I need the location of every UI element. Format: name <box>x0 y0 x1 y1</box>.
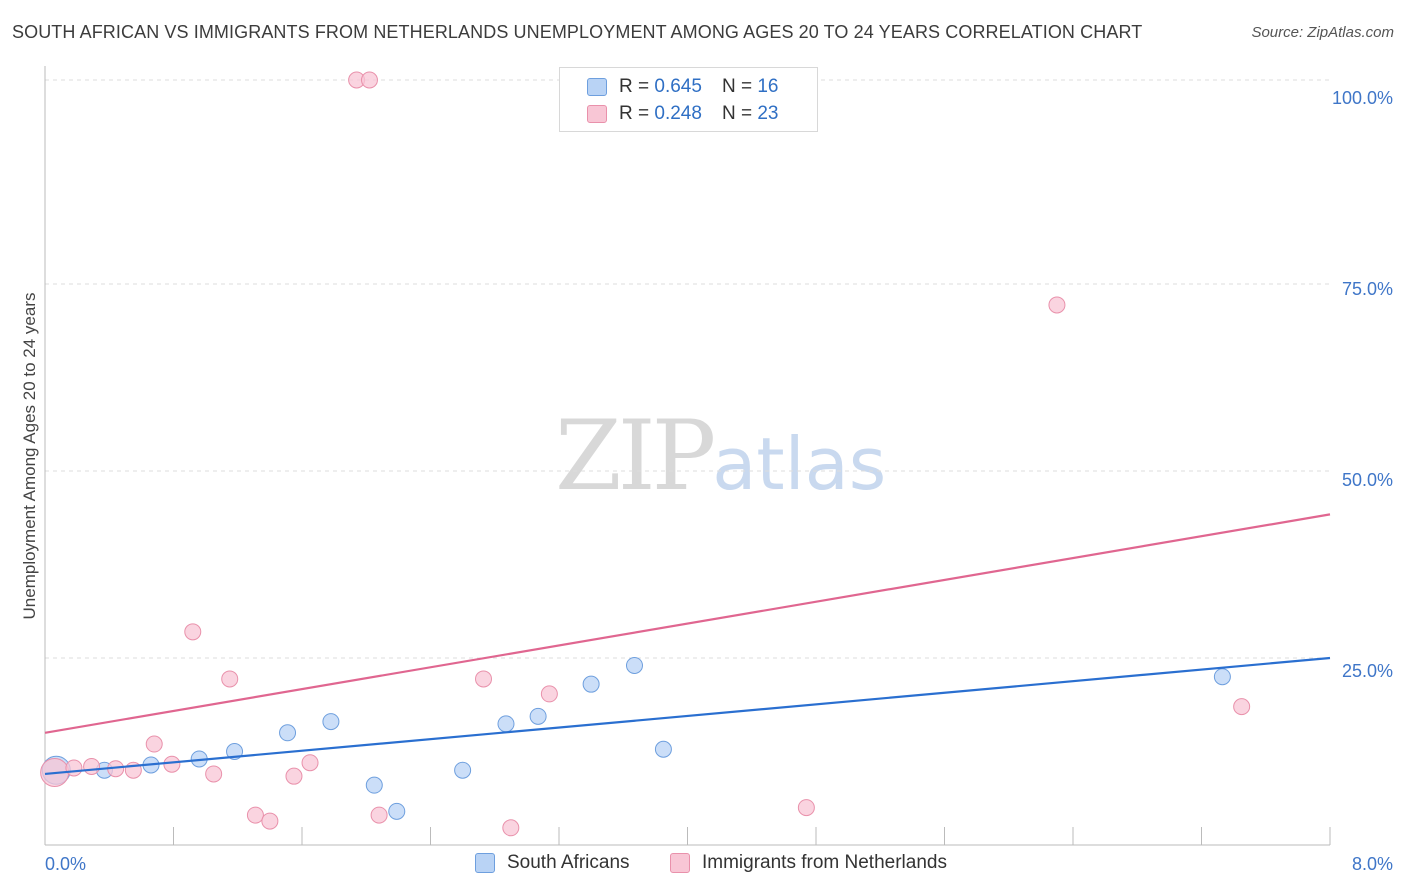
y-axis-label: Unemployment Among Ages 20 to 24 years <box>20 292 39 620</box>
netherlands-point <box>205 765 223 783</box>
south-african-point <box>497 715 515 733</box>
south-african-point <box>388 802 406 820</box>
legend-label: South Africans <box>507 852 630 873</box>
legend-swatch-blue <box>475 853 495 873</box>
south-african-point <box>1213 668 1231 686</box>
x-tick-label: 0.0% <box>45 854 86 874</box>
y-tick-label: 75.0% <box>1342 279 1393 299</box>
legend-n-value: 23 <box>757 103 779 124</box>
legend-item-south-africans: South Africans <box>475 852 630 874</box>
netherlands-point <box>261 812 279 830</box>
netherlands-point <box>370 806 388 824</box>
y-tick-label: 100.0% <box>1332 88 1393 108</box>
netherlands-point <box>285 767 303 785</box>
netherlands-point <box>475 670 493 688</box>
netherlands-point <box>797 799 815 817</box>
netherlands-point <box>145 735 163 753</box>
correlation-legend: R = 0.645 N = 16 R = 0.248 N = 23 <box>559 67 818 132</box>
netherlands-point <box>184 623 202 641</box>
netherlands-point <box>540 685 558 703</box>
netherlands-point <box>1233 698 1251 716</box>
legend-n-label: N = <box>721 103 753 124</box>
south-african-point <box>365 776 383 794</box>
legend-n-value: 16 <box>757 76 779 97</box>
legend-row-south-africans: R = 0.645 N = 16 <box>587 75 778 99</box>
watermark-zip: ZIP <box>555 400 716 512</box>
chart-title: SOUTH AFRICAN VS IMMIGRANTS FROM NETHERL… <box>12 22 1143 42</box>
south-african-point <box>582 675 600 693</box>
legend-r-label: R = <box>619 103 650 124</box>
legend-item-netherlands: Immigrants from Netherlands <box>670 852 947 874</box>
south-african-point <box>279 724 297 742</box>
y-tick-label: 25.0% <box>1342 661 1393 681</box>
netherlands-point <box>65 759 83 777</box>
netherlands-point <box>301 754 319 772</box>
legend-r-label: R = <box>619 76 650 97</box>
series-legend: South Africans Immigrants from Netherlan… <box>0 852 1406 878</box>
netherlands-point <box>1048 296 1066 314</box>
netherlands-point <box>360 71 378 89</box>
legend-swatch-blue <box>587 78 607 96</box>
legend-swatch-pink <box>587 105 607 123</box>
x-tick-label: 8.0% <box>1352 854 1393 874</box>
south-african-point <box>454 761 472 779</box>
netherlands-trend-line <box>44 513 1331 734</box>
south-african-point <box>322 713 340 731</box>
netherlands-point <box>83 757 101 775</box>
netherlands-point <box>502 819 520 837</box>
legend-row-netherlands: R = 0.248 N = 23 <box>587 102 778 126</box>
south-african-point <box>654 740 672 758</box>
legend-swatch-pink <box>670 853 690 873</box>
legend-r-value: 0.645 <box>654 76 702 97</box>
watermark: ZIPatlas <box>555 400 886 512</box>
south-african-point <box>529 707 547 725</box>
legend-n-label: N = <box>721 76 753 97</box>
watermark-atlas: atlas <box>712 422 887 506</box>
netherlands-point <box>221 670 239 688</box>
netherlands-point <box>163 755 181 773</box>
source-label: Source: ZipAtlas.com <box>1251 24 1394 41</box>
south-african-point <box>625 656 643 674</box>
legend-label: Immigrants from Netherlands <box>702 852 947 873</box>
legend-r-value: 0.248 <box>654 103 702 124</box>
y-tick-label: 50.0% <box>1342 470 1393 490</box>
netherlands-point <box>246 806 264 824</box>
south-african-trend-line <box>44 656 1331 776</box>
